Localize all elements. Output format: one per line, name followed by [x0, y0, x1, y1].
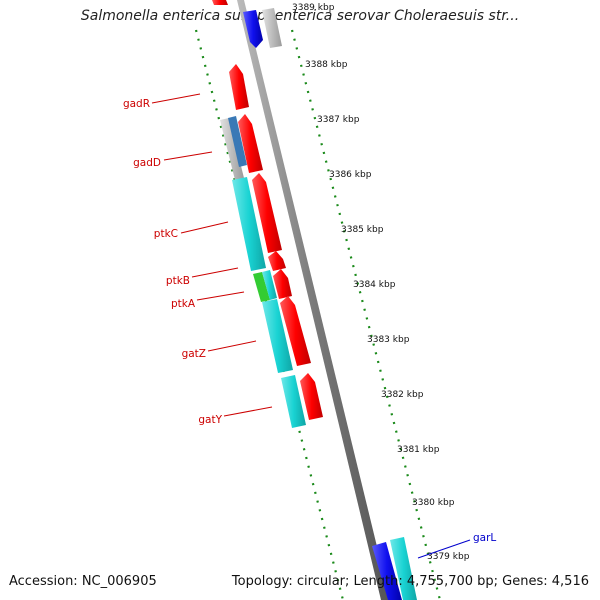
gene-gatZ-feature	[262, 299, 293, 373]
gene-feature-top	[262, 8, 282, 48]
leader-line	[163, 151, 213, 161]
kbp-label: 3388 kbp	[305, 60, 348, 70]
topology-text: Topology: circular; Length: 4,755,700 bp…	[231, 574, 589, 589]
gene-label-gadD: gadD	[133, 157, 161, 169]
kbp-label: 3381 kbp	[397, 445, 440, 455]
leader-line	[151, 93, 201, 104]
gene-track-inner	[220, 8, 417, 600]
kbp-label: 3382 kbp	[381, 390, 424, 400]
kbp-label: 3384 kbp	[353, 280, 396, 290]
gene-ptkB-feature	[262, 270, 277, 300]
gene-track-outer	[212, 0, 402, 600]
map-title: Salmonella enterica subsp. enterica sero…	[80, 8, 520, 24]
kbp-label: 3383 kbp	[367, 335, 410, 345]
gene-ptkB-feature	[253, 272, 270, 302]
kbp-label: 3387 kbp	[317, 115, 360, 125]
gene-feature-top	[212, 0, 228, 5]
kbp-scale: 3389 kbp 3388 kbp 3387 kbp 3386 kbp 3385…	[292, 3, 470, 562]
gene-label-ptkA: ptkA	[171, 298, 196, 310]
kbp-label: 3380 kbp	[412, 498, 455, 508]
gene-feature-top	[243, 10, 263, 48]
gene-label-gadR: gadR	[123, 98, 150, 110]
gene-gatZ-feature	[280, 296, 311, 366]
leader-line	[191, 267, 239, 278]
gene-label-ptkB: ptkB	[166, 275, 190, 287]
gene-ptkB-feature	[268, 251, 286, 271]
kbp-label: 3385 kbp	[341, 225, 384, 235]
gene-gadD-segment	[220, 118, 244, 180]
gene-ptkC-feature	[232, 177, 266, 271]
kbp-label: 3386 kbp	[329, 170, 372, 180]
gene-garL-feature	[372, 542, 402, 600]
gene-gatY-feature	[281, 375, 306, 428]
gene-ptkA-feature	[273, 269, 292, 299]
gene-label-gatY: gatY	[198, 414, 222, 426]
leader-line	[223, 406, 273, 417]
genome-backbone	[237, 0, 390, 600]
gene-label-ptkC: ptkC	[154, 228, 178, 240]
gene-gadD-segment	[228, 116, 247, 167]
accession-text: Accession: NC_006905	[9, 574, 157, 589]
gene-gadR-feature	[229, 64, 249, 110]
gene-gadD-feature	[238, 114, 263, 173]
leader-line	[207, 340, 257, 352]
leader-line	[196, 291, 245, 301]
gene-gatY-feature	[300, 373, 323, 420]
kbp-label: 3379 kbp	[427, 552, 470, 562]
leader-line	[180, 221, 229, 234]
gene-garL-feature	[390, 537, 417, 600]
leader-line	[417, 539, 471, 559]
gene-ptkC-feature	[252, 173, 282, 253]
gene-labels: gadR gadD ptkC ptkB ptkA gatZ gatY garL	[123, 93, 496, 559]
gene-label-gatZ: gatZ	[182, 348, 206, 360]
kbp-label: 3389 kbp	[292, 3, 335, 13]
gene-label-garL: garL	[473, 532, 496, 544]
